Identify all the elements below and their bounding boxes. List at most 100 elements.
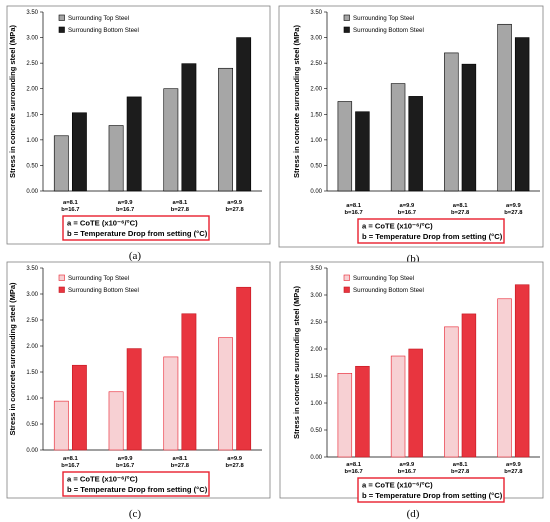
- category-label: a=9.9: [400, 462, 415, 468]
- y-tick-label: 1.00: [26, 396, 38, 402]
- definition-b: b = Temperature Drop from setting (°C): [362, 491, 503, 500]
- bar-top-steel: [163, 88, 179, 192]
- bar-bottom-steel: [355, 365, 370, 458]
- definition-a: a = CoTE (x10⁻⁶/°C): [362, 481, 433, 490]
- category-label: a=8.1: [346, 203, 361, 209]
- panel-label: (c): [129, 508, 142, 520]
- y-tick-label: 2.50: [26, 318, 38, 324]
- y-tick-label: 2.00: [310, 347, 322, 353]
- category-label: a=9.9: [227, 200, 242, 206]
- y-tick-label: 0.00: [310, 455, 322, 461]
- category-label: a=9.9: [506, 203, 521, 209]
- definition-a: a = CoTE (x10⁻⁶/°C): [67, 475, 138, 484]
- bar-top-steel: [163, 356, 179, 451]
- bar-top-steel: [53, 135, 69, 192]
- y-tick-label: 2.00: [310, 87, 322, 93]
- category-label: b=16.7: [345, 469, 363, 475]
- bar-top-steel: [218, 337, 234, 451]
- bar-bottom-steel: [236, 37, 252, 192]
- y-tick-label: 3.50: [26, 266, 38, 272]
- category-label: b=27.8: [171, 207, 190, 213]
- category-label: b=27.8: [451, 469, 470, 475]
- legend-label: Surrounding Top Steel: [68, 275, 129, 282]
- bar-bottom-steel: [355, 111, 370, 192]
- legend-swatch: [58, 14, 65, 21]
- y-axis-title: Stress in concrete surrounding steel (MP…: [8, 282, 17, 435]
- definition-box: [357, 477, 505, 503]
- bar-top-steel: [337, 101, 353, 192]
- y-tick-label: 3.00: [310, 36, 322, 42]
- category-label: a=8.1: [63, 200, 78, 206]
- chart-panel-d: 0.00 0.50 1.00 1.50 2.00 2.50 3.00 3.50 Stress i…: [279, 261, 544, 520]
- category-label: a=8.1: [346, 462, 361, 468]
- y-tick-label: 0.50: [310, 163, 322, 169]
- y-tick-label: 0.00: [26, 448, 38, 454]
- legend-swatch: [58, 26, 65, 33]
- legend-swatch: [343, 286, 350, 293]
- category-label: b=16.7: [116, 207, 134, 213]
- bar-bottom-steel: [126, 348, 142, 451]
- legend-label: Surrounding Top Steel: [68, 15, 129, 22]
- definition-b: b = Temperature Drop from setting (°C): [67, 229, 208, 238]
- y-tick-label: 0.00: [26, 189, 38, 195]
- legend-label: Surrounding Bottom Steel: [353, 287, 424, 294]
- bar-top-steel: [108, 125, 124, 192]
- bar-bottom-steel: [408, 96, 423, 192]
- legend-swatch: [343, 26, 350, 33]
- y-axis-title: Stress in concrete surrounding steel (MP…: [8, 25, 17, 178]
- definition-a: a = CoTE (x10⁻⁶/°C): [362, 222, 433, 231]
- bar-bottom-steel: [181, 313, 197, 451]
- chart-panel-c: 0.00 0.50 1.00 1.50 2.00 2.50 3.00 3.50 Stress i…: [6, 261, 271, 520]
- bar-top-steel: [390, 83, 406, 192]
- bar-bottom-steel: [461, 313, 477, 458]
- bar-top-steel: [497, 23, 512, 192]
- legend-swatch: [343, 274, 350, 281]
- y-tick-label: 1.00: [310, 401, 322, 407]
- definition-box: [62, 471, 210, 497]
- panel-label: (a): [129, 250, 142, 262]
- bar-top-steel: [108, 391, 124, 451]
- legend-label: Surrounding Bottom Steel: [68, 27, 139, 34]
- definition-box: [62, 215, 210, 241]
- chart-panel-b: 0.00 0.50 1.00 1.50 2.00 2.50 3.00 3.50 Stress i…: [278, 5, 544, 265]
- category-label: a=9.9: [227, 456, 242, 462]
- category-label: b=16.7: [61, 207, 79, 213]
- category-label: b=16.7: [345, 210, 363, 216]
- y-axis-title: Stress in concrete surrounding steel (MP…: [292, 286, 301, 439]
- y-tick-label: 2.00: [26, 87, 38, 93]
- bar-bottom-steel: [461, 63, 477, 192]
- y-tick-label: 3.50: [310, 266, 322, 272]
- bar-bottom-steel: [514, 37, 530, 192]
- bar-top-steel: [390, 355, 406, 458]
- y-tick-label: 2.50: [26, 61, 38, 67]
- category-label: b=16.7: [398, 469, 416, 475]
- category-label: a=8.1: [173, 456, 188, 462]
- category-label: a=9.9: [506, 462, 521, 468]
- y-tick-label: 1.50: [310, 374, 322, 380]
- definition-a: a = CoTE (x10⁻⁶/°C): [67, 219, 138, 228]
- bar-bottom-steel: [514, 284, 530, 458]
- legend-swatch: [58, 274, 65, 281]
- legend-label: Surrounding Top Steel: [353, 15, 414, 22]
- y-tick-label: 0.50: [26, 422, 38, 428]
- y-tick-label: 3.00: [26, 36, 38, 42]
- category-label: a=8.1: [173, 200, 188, 206]
- definition-box: [357, 218, 505, 244]
- legend-label: Surrounding Bottom Steel: [353, 27, 424, 34]
- category-label: a=8.1: [453, 203, 468, 209]
- definition-b: b = Temperature Drop from setting (°C): [67, 485, 208, 494]
- y-tick-label: 0.00: [310, 189, 322, 195]
- bar-bottom-steel: [181, 63, 197, 192]
- chart-panel-a: 0.00 0.50 1.00 1.50 2.00 2.50 3.00 3.50 Stress i…: [6, 5, 271, 262]
- legend-swatch: [343, 14, 350, 21]
- category-label: b=27.8: [171, 463, 190, 469]
- legend-label: Surrounding Top Steel: [353, 275, 414, 282]
- category-label: b=16.7: [116, 463, 134, 469]
- bar-bottom-steel: [236, 286, 252, 451]
- definition-b: b = Temperature Drop from setting (°C): [362, 232, 503, 241]
- y-tick-label: 3.50: [310, 10, 322, 16]
- bar-top-steel: [218, 67, 234, 192]
- panel-label: (d): [407, 508, 420, 520]
- bar-bottom-steel: [71, 364, 87, 451]
